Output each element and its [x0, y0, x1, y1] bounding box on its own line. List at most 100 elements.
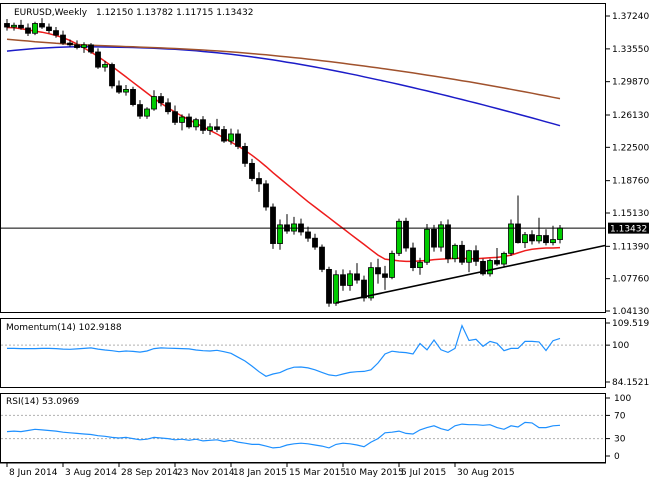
candle — [543, 229, 549, 246]
candle — [60, 30, 66, 45]
candle — [81, 42, 87, 53]
rsi-tick-label: 30 — [614, 435, 626, 445]
candle — [249, 158, 255, 182]
candle-body-down — [130, 89, 136, 105]
candle — [4, 19, 10, 31]
candle-body-up — [333, 274, 339, 304]
candle-body-down — [445, 224, 451, 260]
candle-body-down — [235, 133, 241, 147]
rsi-panel-label: RSI(14) 53.0969 — [6, 397, 79, 407]
candle-body-up — [417, 261, 423, 269]
candle — [354, 263, 360, 284]
time-tick-label: 5 Jul 2015 — [401, 468, 446, 478]
candle-body-down — [529, 234, 535, 242]
candle — [459, 240, 465, 265]
candle — [382, 265, 388, 290]
candle-body-up — [536, 235, 542, 242]
candle — [431, 224, 437, 252]
candle-body-up — [424, 228, 430, 263]
candle — [116, 80, 122, 94]
candle-body-up — [466, 250, 472, 263]
price-tick-label: 1.33550 — [612, 45, 649, 55]
candle-body-down — [53, 30, 59, 36]
candle — [473, 245, 479, 266]
candle — [347, 270, 353, 291]
candle — [536, 217, 542, 244]
candle — [200, 116, 206, 134]
candle — [438, 221, 444, 252]
candle — [256, 172, 262, 192]
candle-body-up — [207, 126, 213, 131]
candle-body-up — [487, 260, 493, 275]
candle-body-up — [347, 273, 353, 286]
candle — [291, 216, 297, 235]
candle — [11, 22, 17, 31]
candle-body-down — [214, 126, 220, 130]
annotations — [1, 227, 606, 304]
support-trendline — [335, 244, 606, 304]
candle-body-down — [25, 27, 31, 34]
candle — [214, 118, 220, 133]
candle — [487, 258, 493, 277]
time-tick-label: 3 Aug 2014 — [65, 468, 117, 478]
last-price-box — [608, 222, 649, 234]
candle-body-down — [375, 267, 381, 275]
price-tick-label: 1.04130 — [612, 307, 649, 317]
candle — [445, 219, 451, 264]
candle — [263, 180, 269, 211]
candle-body-up — [144, 108, 150, 117]
rsi-line — [6, 421, 561, 449]
momentum-line — [7, 323, 561, 377]
candle-body-down — [354, 273, 360, 281]
price-panel-label: EURUSD,Weekly 1.12150 1.13782 1.11715 1.… — [14, 8, 253, 18]
candle-body-down — [494, 260, 500, 265]
price-tick-label: 1.11390 — [612, 242, 649, 252]
candle — [508, 219, 514, 257]
candle-body-down — [473, 250, 479, 262]
candle-body-down — [242, 146, 248, 164]
candle-body-down — [270, 206, 276, 244]
candle-body-down — [18, 24, 24, 29]
candle — [242, 142, 248, 167]
candle — [417, 257, 423, 275]
candle-body-up — [396, 220, 402, 254]
candle — [39, 18, 45, 29]
candle — [375, 258, 381, 284]
candle — [88, 43, 94, 54]
candle-body-down — [39, 23, 45, 28]
candle — [144, 107, 150, 119]
candle-body-up — [550, 239, 556, 244]
candle — [25, 23, 31, 36]
last-price-label: 1.13432 — [610, 225, 647, 235]
candle-body-up — [452, 244, 458, 260]
candle-body-up — [81, 44, 87, 48]
candle — [480, 258, 486, 276]
rsi-y-axis: 100 70 30 0 — [606, 394, 631, 462]
price-panel: EURUSD,Weekly 1.12150 1.13782 1.11715 1.… — [0, 3, 649, 317]
time-tick-label: 15 Mar 2015 — [289, 468, 346, 478]
candle — [333, 270, 339, 306]
momentum-panel-frame — [0, 318, 606, 388]
candle — [193, 117, 199, 131]
price-y-axis: 1.37240 1.33550 1.29870 1.26130 1.22500 1.187… — [606, 12, 649, 317]
candle-body-up — [179, 116, 185, 123]
candle-body-up — [522, 234, 528, 244]
candle — [123, 84, 129, 96]
momentum-panel-label: Momentum(14) 102.9188 — [6, 323, 122, 333]
candle-body-down — [67, 42, 73, 46]
candle-body-up — [557, 227, 563, 240]
momentum-tick-label: 100 — [612, 341, 629, 351]
candle — [340, 269, 346, 291]
candle — [452, 243, 458, 263]
candle-body-down — [480, 260, 486, 275]
candle — [270, 203, 276, 249]
candle — [228, 128, 234, 145]
candle — [186, 113, 192, 129]
candle — [410, 242, 416, 272]
candle — [95, 48, 101, 69]
candle — [18, 19, 24, 30]
price-panel-frame — [0, 3, 606, 313]
candle-body-down — [60, 34, 66, 44]
candle-body-down — [515, 223, 521, 244]
